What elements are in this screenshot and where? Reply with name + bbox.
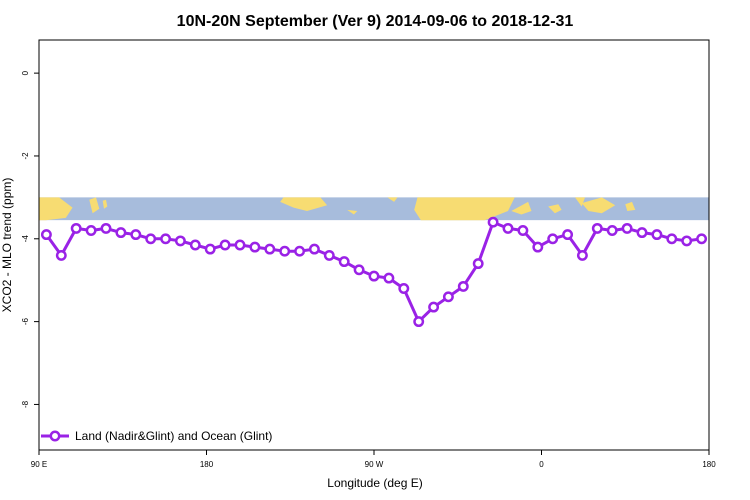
y-axis-label: XCO2 - MLO trend (ppm) [0, 178, 14, 313]
series-point [636, 227, 648, 239]
y-tick-label: 0 [21, 70, 30, 75]
y-tick-label: -2 [21, 152, 30, 160]
series-point [681, 235, 693, 247]
x-tick-label: 180 [200, 460, 214, 469]
series-point [55, 249, 67, 261]
series-point [189, 239, 201, 251]
series-point [368, 270, 380, 282]
series-point [517, 225, 529, 236]
series-point [219, 239, 231, 251]
legend-label: Land (Nadir&Glint) and Ocean (Glint) [75, 429, 272, 443]
x-axis-label: Longitude (deg E) [327, 476, 422, 490]
map-landmass [347, 209, 358, 215]
map-landmass [581, 197, 616, 214]
series-point [383, 272, 395, 284]
series-point [353, 264, 365, 276]
series-point [249, 241, 261, 253]
x-tick-label: 180 [702, 460, 716, 469]
plot-frame [38, 39, 710, 451]
map-landmass [387, 197, 398, 202]
map-landmass [575, 197, 585, 207]
series-point [234, 239, 246, 251]
x-axis: 90 E 180 90 W 0 180 [31, 450, 716, 469]
series-point [204, 243, 216, 255]
chart-title: 10N-20N September (Ver 9) 2014-09-06 to … [177, 13, 574, 30]
series-point [70, 222, 82, 234]
series-point [502, 222, 514, 234]
series-point [457, 280, 469, 292]
series-point [651, 229, 663, 241]
map-landmass [414, 197, 515, 221]
series-point [130, 229, 142, 241]
series-point [591, 222, 603, 234]
x-tick-label: 90 E [31, 460, 47, 469]
series-point [338, 256, 350, 268]
series-point [85, 225, 97, 236]
map-landmass [89, 197, 100, 214]
series-layer [40, 216, 708, 328]
series-point [547, 233, 559, 245]
x-tick-label: 0 [539, 460, 544, 469]
series-point [487, 216, 499, 228]
series-point [279, 245, 291, 257]
series-point [532, 241, 544, 253]
series-point [174, 235, 186, 247]
series-point [323, 249, 335, 261]
series-point [472, 258, 484, 270]
series-point [294, 245, 306, 257]
series-point [264, 243, 276, 255]
series-point [428, 301, 440, 313]
legend: Land (Nadir&Glint) and Ocean (Glint) [41, 429, 272, 443]
series-point [40, 229, 52, 241]
map-band [39, 197, 709, 221]
series-point [398, 283, 410, 294]
map-landmass [511, 201, 532, 215]
series-point [145, 233, 157, 245]
series-point [621, 222, 633, 234]
series-point [115, 227, 127, 239]
series-point [606, 225, 618, 236]
y-axis: 0 -2 -4 -6 -8 [21, 70, 39, 408]
series-point [696, 233, 708, 245]
series-point [100, 222, 112, 234]
map-ocean [39, 197, 709, 221]
y-tick-label: -4 [21, 235, 30, 243]
series-point [576, 249, 588, 261]
series-point [442, 291, 454, 303]
series-point [413, 316, 425, 328]
series-point [666, 233, 678, 245]
map-landmass [548, 204, 562, 214]
x-tick-label: 90 W [365, 460, 384, 469]
series-point [160, 233, 172, 245]
legend-marker-swatch [49, 430, 61, 442]
map-landmass [102, 199, 108, 209]
map-landmass [39, 197, 73, 221]
series-point [562, 229, 574, 241]
y-tick-label: -8 [21, 400, 30, 408]
y-tick-label: -6 [21, 318, 30, 326]
map-landmass [280, 197, 328, 211]
map-landmass [625, 201, 636, 211]
series-point [308, 243, 320, 255]
